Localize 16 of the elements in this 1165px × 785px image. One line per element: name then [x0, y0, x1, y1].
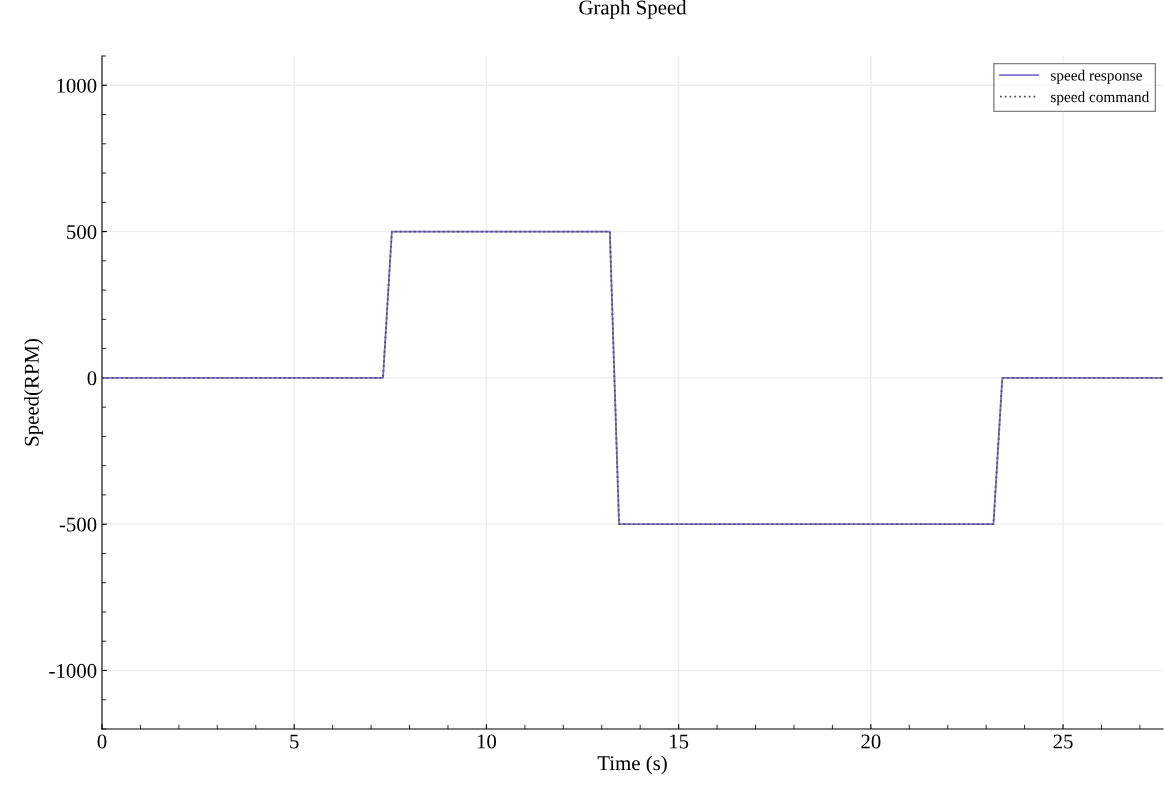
x-tick-label: 20 — [861, 734, 881, 749]
y-tick-label: 1000 — [57, 78, 97, 93]
y-tick-label: 500 — [67, 224, 97, 239]
x-tick-label: 0 — [97, 734, 107, 749]
legend-label: speed command — [1051, 91, 1150, 106]
y-axis-title: Speed(RPM) — [24, 339, 43, 446]
y-tick-label: 0 — [87, 371, 97, 386]
x-tick-label: 15 — [670, 734, 689, 749]
chart-title: Graph Speed — [579, 0, 687, 19]
x-tick-label: 5 — [290, 734, 299, 749]
x-tick-label: 25 — [1053, 734, 1073, 749]
legend-label: speed response — [1051, 69, 1142, 84]
y-tick-label: -1000 — [49, 663, 97, 678]
x-axis-title: Time (s) — [597, 755, 667, 775]
y-tick-label: -500 — [59, 517, 97, 532]
x-tick-label: 10 — [477, 734, 497, 749]
